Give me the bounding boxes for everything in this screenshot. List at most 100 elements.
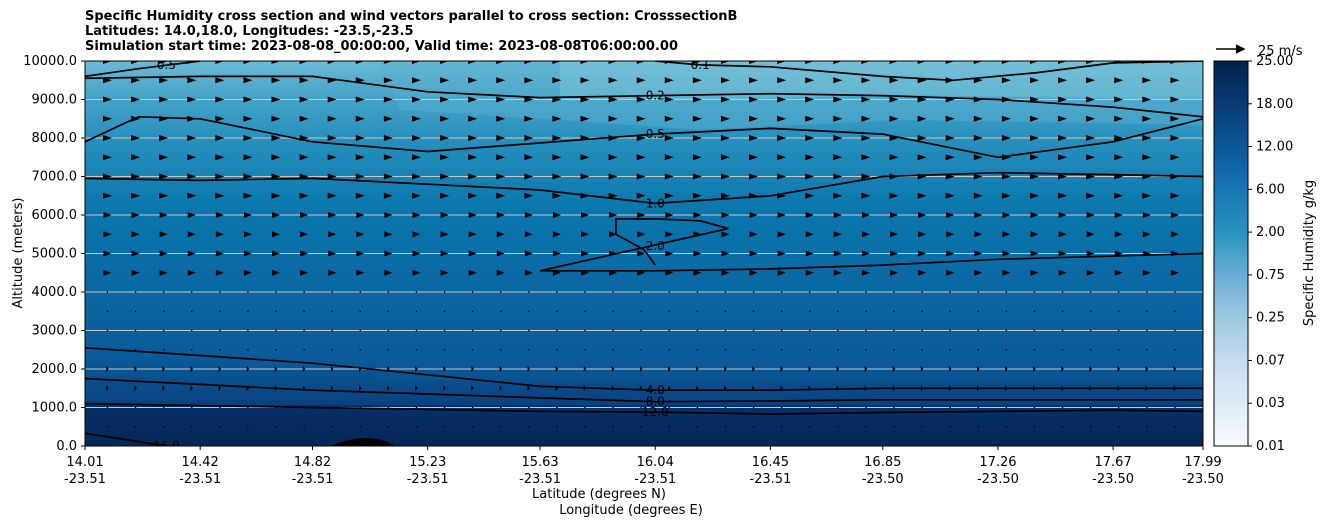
wind-vector [664,135,674,141]
wind-vector [946,250,955,257]
wind-vector [106,329,109,332]
wind-vector [721,269,730,276]
wind-vector [412,212,421,218]
wind-vector [833,135,843,141]
wind-vector [1001,61,1011,64]
wind-vector [973,115,983,122]
wind-vector [752,310,755,313]
wind-vector [303,291,305,293]
wind-vector [636,192,646,199]
wind-vector [187,231,196,238]
wind-vector [159,269,168,276]
wind-vector [893,310,895,313]
wind-vector [219,329,221,332]
wind-vector [948,366,952,372]
wind-vector [524,212,533,218]
wind-vector [692,115,702,122]
wind-vector [243,77,253,84]
wind-vector [328,269,337,276]
wind-vector [749,231,758,238]
wind-vector [327,61,337,64]
wind-vector [668,329,671,332]
wind-vector [134,329,137,332]
colorbar-tick-label: 0.01 [1256,439,1285,454]
wind-vector [921,406,923,409]
wind-vector [837,348,839,351]
contour-label: 16.0 [153,439,180,453]
wind-vector [692,96,702,103]
wind-vector [696,291,699,293]
wind-vector [949,310,951,313]
wind-vector [106,366,109,372]
wind-vector [355,115,365,122]
wind-vector [1001,192,1011,199]
wind-vector [752,425,755,428]
wind-vector [471,425,474,428]
wind-vector [752,291,755,293]
wind-vector [387,385,390,392]
wind-vector [471,329,474,332]
wind-vector [552,231,561,238]
wind-vector [359,348,362,351]
wind-vector [440,154,450,161]
wind-vector [608,173,618,180]
wind-vector [1033,329,1036,332]
contour-label: 0.1 [691,58,710,72]
x-tick-label-lat: 14.01 [66,455,103,470]
wind-vector [664,115,674,122]
wind-vector [524,115,534,122]
wind-vector [468,173,478,180]
wind-vector [440,212,449,218]
wind-vector [1061,348,1064,351]
wind-vector [1029,173,1039,180]
wind-vector [1033,366,1036,372]
wind-vector [443,348,446,351]
wind-vector [384,212,393,218]
wind-vector [299,77,309,84]
wind-vector [528,348,530,351]
wind-vector [1086,250,1095,257]
wind-vector [327,135,337,141]
wind-vector [187,192,197,199]
wind-vector [833,231,842,238]
contour-label: 0.5 [646,127,665,141]
wind-vector [468,154,478,161]
wind-vector [974,212,983,218]
wind-vector [159,61,169,64]
y-tick-label: 7000.0 [32,170,78,185]
wind-vector [749,173,759,180]
wind-vector [275,310,277,313]
wind-vector [383,61,393,64]
wind-vector [440,231,449,238]
wind-vector [524,192,534,199]
wind-vector [837,310,839,313]
wind-vector [468,269,477,276]
wind-vector [300,269,309,276]
wind-vector [749,115,759,122]
wind-vector [1029,77,1039,84]
wind-vector [1033,425,1036,428]
wind-vector [752,348,755,351]
wind-vector [356,250,365,257]
wind-vector [668,291,671,293]
wind-vector [528,329,530,332]
wind-vector [724,406,727,409]
wind-vector [443,385,446,392]
wind-vector [580,115,590,122]
wind-vector [833,173,843,180]
contour-line [85,432,167,446]
wind-vector [1117,366,1120,372]
wind-vector [1058,154,1068,161]
wind-vector [159,154,169,161]
wind-vector [440,173,450,180]
wind-vector [218,366,222,372]
wind-vector [580,96,590,103]
wind-vector [584,406,586,409]
wind-vector [468,192,478,199]
wind-vector [973,173,983,180]
wind-vector [159,212,168,218]
wind-vector [524,154,534,161]
wind-vector [945,115,955,122]
wind-vector [187,77,197,84]
wind-vector [471,366,474,372]
